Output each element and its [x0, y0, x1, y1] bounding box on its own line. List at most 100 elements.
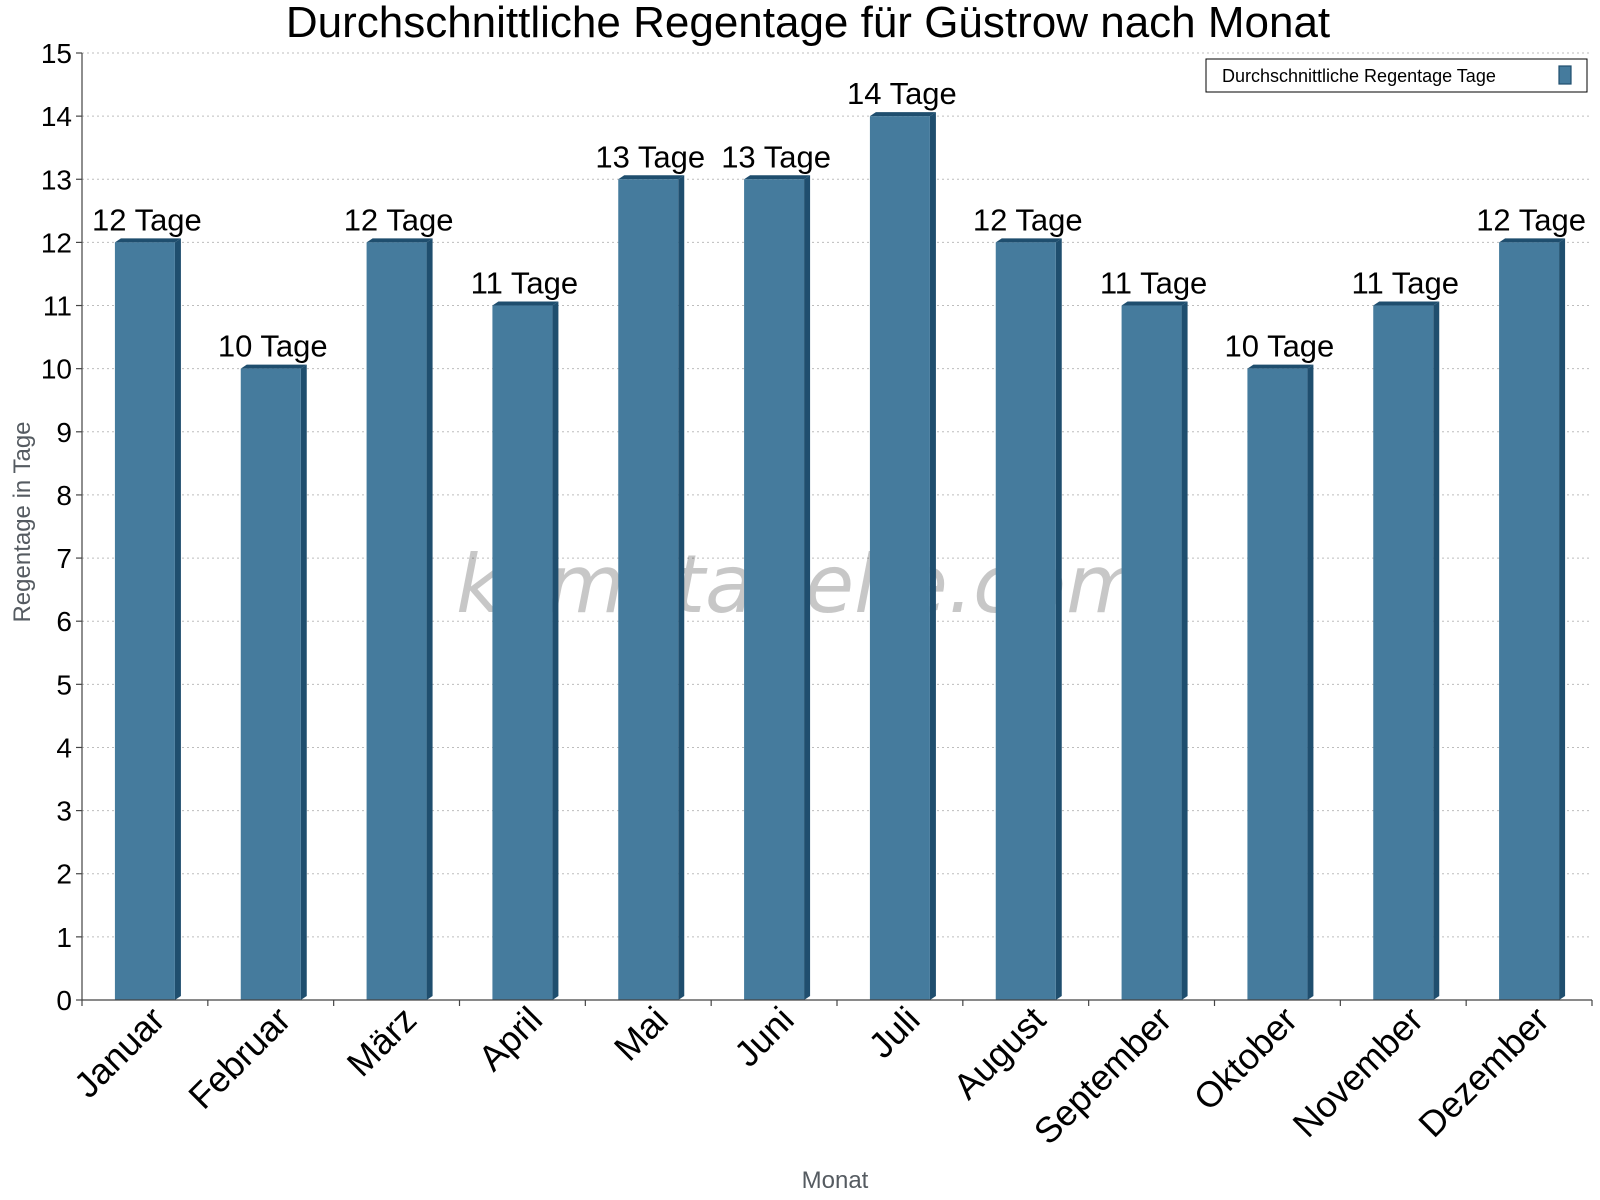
bar-front — [869, 116, 930, 1001]
y-tick-label: 12 — [41, 227, 72, 258]
data-label: 12 Tage — [92, 202, 202, 237]
bar-april — [492, 301, 559, 1000]
chart-title: Durchschnittliche Regentage für Güstrow … — [286, 0, 1330, 47]
data-label: 13 Tage — [721, 139, 831, 174]
data-labels-layer: 12 Tage 10 Tage 12 Tage 11 Tage 13 Tage 13 Ta… — [92, 76, 1586, 364]
bar-front — [240, 368, 301, 1001]
bar-dezember — [1499, 238, 1566, 1000]
axes-layer — [81, 53, 1592, 1001]
data-label: 12 Tage — [973, 202, 1083, 237]
bar-top — [240, 364, 307, 369]
bar-top — [869, 112, 936, 117]
y-tick-label: 13 — [41, 164, 72, 195]
y-tick-label: 6 — [56, 606, 72, 637]
bar-front — [1499, 242, 1560, 1000]
y-tick-label: 2 — [56, 859, 72, 890]
x-tick-label: Januar — [66, 999, 173, 1106]
bar-front — [744, 179, 805, 1000]
bar-side — [1559, 238, 1566, 1000]
bar-front — [1247, 368, 1308, 1001]
y-tick-label: 9 — [56, 417, 72, 448]
x-tick-label: Juni — [726, 999, 802, 1075]
bar-top — [744, 175, 811, 180]
bar-top — [1373, 301, 1440, 306]
bar-front — [366, 242, 427, 1000]
y-tick-label: 10 — [41, 354, 72, 385]
data-label: 14 Tage — [847, 76, 957, 111]
bar-front — [1373, 305, 1434, 1000]
bar-side — [426, 238, 433, 1000]
bar-top — [1121, 301, 1188, 306]
bar-side — [552, 301, 559, 1000]
bar-side — [804, 175, 811, 1000]
legend-label: Durchschnittliche Regentage Tage — [1222, 66, 1496, 86]
y-tick-label: 14 — [41, 101, 72, 132]
bar-november — [1373, 301, 1440, 1000]
bar-side — [1181, 301, 1188, 1000]
y-tick-label: 4 — [56, 732, 72, 763]
legend: Durchschnittliche Regentage Tage — [1205, 58, 1588, 93]
y-tick-label: 0 — [56, 985, 72, 1016]
bar-juli — [869, 112, 936, 1001]
data-label: 10 Tage — [1225, 329, 1335, 364]
y-tick-label: 1 — [56, 922, 72, 953]
y-tick-label: 5 — [56, 669, 72, 700]
bar-märz — [366, 238, 433, 1000]
bar-top — [492, 301, 559, 306]
x-tick-label: August — [945, 999, 1053, 1107]
y-tick-label: 3 — [56, 796, 72, 827]
x-tick-label: Februar — [180, 999, 298, 1117]
y-tick-label: 8 — [56, 480, 72, 511]
x-tick-label: März — [339, 999, 425, 1085]
bar-mai — [618, 175, 685, 1000]
bar-side — [1433, 301, 1440, 1000]
y-axis-title: Regentage in Tage — [9, 421, 36, 622]
data-label: 11 Tage — [1352, 266, 1459, 301]
grid-layer — [82, 52, 1592, 938]
bar-oktober — [1247, 364, 1314, 1001]
y-tick-label: 11 — [43, 291, 72, 322]
data-label: 11 Tage — [471, 266, 578, 301]
y-tick-label: 15 — [41, 38, 72, 69]
legend-swatch — [1558, 65, 1572, 85]
x-axis-title: Monat — [802, 1167, 869, 1194]
bar-front — [1121, 305, 1182, 1000]
bar-front — [995, 242, 1056, 1000]
y-tick-label: 7 — [56, 543, 72, 574]
bar-top — [995, 238, 1062, 243]
x-tick-label: April — [470, 999, 550, 1079]
bars-layer — [114, 112, 1566, 1001]
x-tick-label: Dezember — [1410, 999, 1556, 1145]
x-tick-label: November — [1284, 999, 1430, 1145]
data-label: 13 Tage — [595, 139, 705, 174]
bar-top — [114, 238, 181, 243]
bar-juni — [744, 175, 811, 1000]
x-tick-label: Oktober — [1186, 999, 1306, 1119]
bar-side — [678, 175, 685, 1000]
bar-side — [174, 238, 181, 1000]
legend-box — [1205, 58, 1588, 93]
bar-front — [492, 305, 553, 1000]
x-tick-label: Mai — [606, 999, 676, 1069]
bar-side — [929, 112, 936, 1001]
data-label: 12 Tage — [1476, 202, 1586, 237]
data-label: 12 Tage — [344, 202, 454, 237]
bar-top — [1247, 364, 1314, 369]
bar-top — [618, 175, 685, 180]
bar-januar — [114, 238, 181, 1000]
x-tick-label: Juli — [860, 999, 927, 1066]
bar-side — [1055, 238, 1062, 1000]
data-label: 10 Tage — [218, 329, 328, 364]
bar-top — [1499, 238, 1566, 243]
bar-september — [1121, 301, 1188, 1000]
bar-side — [300, 364, 307, 1001]
x-tick-label: September — [1026, 999, 1180, 1153]
bar-front — [114, 242, 175, 1000]
bar-august — [995, 238, 1062, 1000]
bar-side — [1307, 364, 1314, 1001]
bar-top — [366, 238, 433, 243]
data-label: 11 Tage — [1100, 266, 1207, 301]
bar-februar — [240, 364, 307, 1001]
